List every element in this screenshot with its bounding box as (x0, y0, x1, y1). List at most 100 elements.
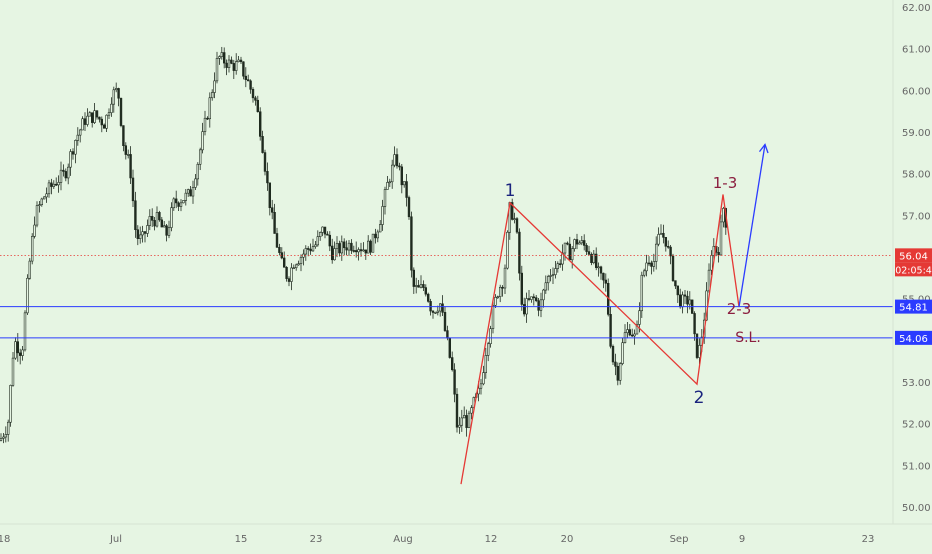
candle-body (141, 231, 144, 236)
candle-body (674, 280, 677, 287)
candle-body (436, 310, 439, 313)
level-price-badge-bg (895, 330, 932, 345)
candle-body (390, 164, 394, 183)
candle-body (67, 166, 70, 179)
candle-body (520, 272, 524, 305)
candle-body (254, 97, 257, 101)
candle-body (50, 182, 53, 187)
candle-body (4, 434, 8, 438)
candle-body (412, 269, 415, 287)
candle-body (645, 262, 648, 272)
candle-body (386, 182, 389, 190)
wave-1-label: 1 (505, 181, 516, 201)
candle-body (179, 202, 183, 207)
candle-body (489, 328, 492, 345)
candle-body (534, 297, 538, 302)
candle-body (103, 124, 106, 129)
price-tick-label: 50.00 (902, 503, 931, 514)
candle-body (510, 202, 514, 220)
time-tick-label: 23 (862, 534, 875, 545)
candle-body (506, 231, 509, 269)
candle-body (686, 295, 689, 305)
price-tick-label: 58.00 (902, 170, 931, 181)
candle-body (654, 243, 658, 262)
candle-body (419, 284, 423, 288)
candle-body (642, 270, 646, 276)
candle-body (568, 243, 572, 261)
candle-body (719, 221, 723, 256)
candle-body (112, 89, 116, 105)
candle-body (232, 63, 235, 71)
candle-body (448, 337, 451, 358)
time-tick-label: Aug (393, 534, 413, 545)
candle-body (213, 80, 216, 93)
candle-body (26, 277, 29, 314)
candle-body (633, 333, 636, 337)
candle-body (441, 303, 444, 313)
candle-body (0, 438, 3, 441)
target-arrow-line (738, 144, 766, 308)
candle-body (544, 282, 548, 291)
candle-body (395, 154, 399, 167)
candle-body (556, 263, 560, 269)
candle-body (297, 263, 300, 266)
candle-body (376, 231, 379, 239)
candle-body (309, 248, 312, 252)
candle-body (275, 233, 279, 248)
candle-body (52, 183, 56, 187)
candle-body (532, 296, 536, 299)
level-price-badge: 54.06 (899, 334, 928, 345)
time-axis[interactable]: 18 Jul 15 23 Aug 12 20 Sep 9 23 (0, 523, 932, 545)
candle-body (155, 212, 159, 227)
candle-body (40, 198, 44, 205)
candle-body (503, 267, 507, 289)
candle-body (594, 253, 598, 268)
candle-body (239, 59, 243, 63)
candle-body (479, 383, 483, 389)
candle-body (434, 312, 437, 314)
candle-body (422, 284, 425, 288)
price-tick-label: 60.00 (902, 86, 931, 97)
candle-body (167, 227, 171, 236)
candle-body (575, 239, 579, 245)
candle-body (45, 193, 48, 198)
candle-body (134, 200, 137, 231)
candle-body (678, 294, 682, 308)
time-tick-label: 9 (739, 534, 745, 545)
candle-body (215, 58, 219, 82)
candle-body (76, 134, 80, 141)
candle-body (491, 305, 495, 329)
candle-body (304, 248, 307, 255)
candle-body (326, 233, 329, 236)
candle-body (527, 298, 531, 300)
candle-body (110, 103, 113, 114)
candle-body (470, 407, 473, 414)
candle-body (717, 252, 720, 256)
candle-body (446, 330, 449, 339)
candle-body (261, 136, 264, 153)
candle-body (199, 149, 202, 165)
candle-body (59, 169, 63, 183)
candle-body (117, 88, 120, 99)
time-tick-label: 15 (235, 534, 248, 545)
candle-body (342, 241, 346, 249)
candle-body (347, 242, 351, 251)
levels-layer (0, 254, 893, 339)
candle-body (657, 234, 660, 245)
candle-body (292, 267, 295, 270)
level-price-badge-bg (895, 299, 932, 314)
candle-body (28, 260, 31, 279)
candle-body (251, 89, 255, 99)
candle-body (54, 183, 58, 186)
candle-body (554, 268, 557, 275)
candle-body (417, 285, 420, 288)
candles-layer (0, 46, 728, 444)
candle-body (235, 61, 238, 71)
candle-body (378, 224, 382, 233)
candle-body (136, 229, 139, 239)
candle-body (57, 182, 60, 186)
candle-body (285, 266, 288, 279)
candle-body (318, 232, 322, 237)
